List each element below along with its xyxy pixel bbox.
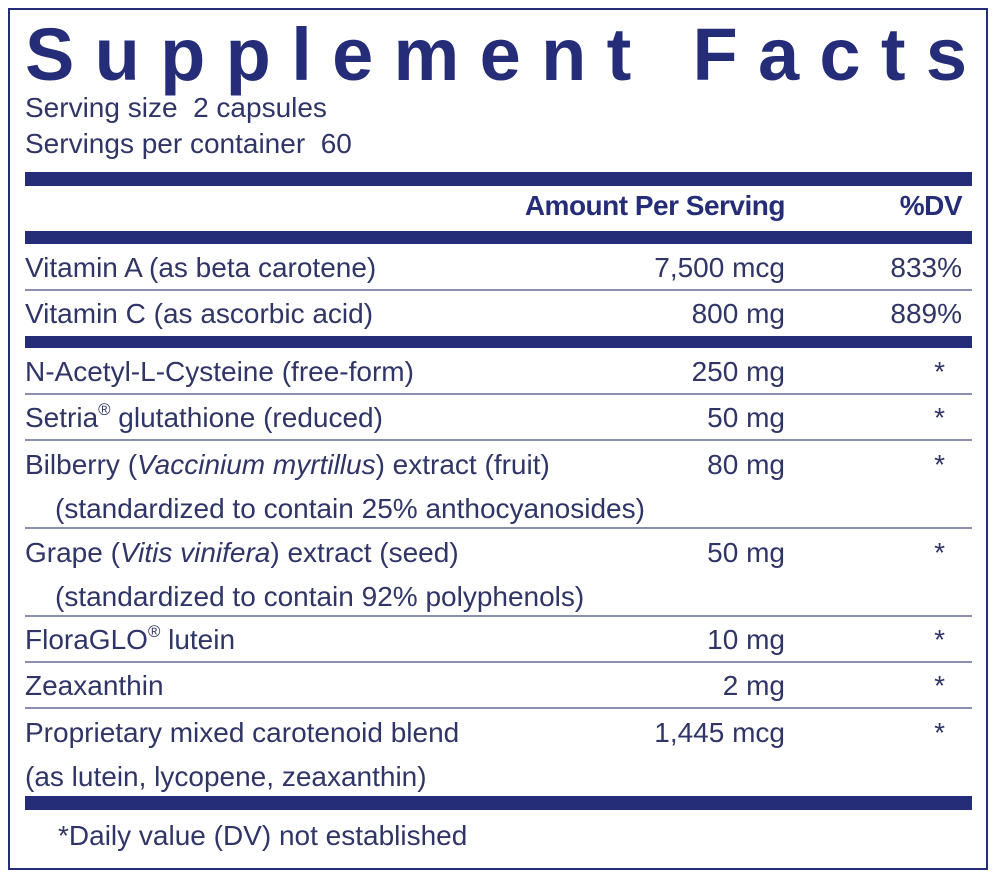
header-amount: Amount Per Serving [524, 190, 786, 221]
amount: 1,445 mcg [654, 717, 785, 748]
name-part: Grape ( [25, 537, 120, 568]
footnote: *Daily value (DV) not established [58, 820, 468, 851]
name-part: glutathione (reduced) [110, 402, 383, 433]
daily-value: * [934, 670, 945, 701]
nutrient-name: FloraGLO® lutein [25, 616, 235, 668]
thick-rule [25, 796, 972, 810]
name-part: Vitis vinifera [119, 537, 271, 568]
row-divider [25, 289, 972, 291]
amount: 250 mg [691, 356, 785, 387]
name-part: N-Acetyl-L-Cysteine (free-form) [25, 356, 414, 387]
name-part: Zeaxanthin [25, 670, 164, 701]
thick-rule [25, 231, 972, 244]
nutrient-name: N-Acetyl-L-Cysteine (free-form) [25, 348, 414, 396]
amount: 7,500 mcg [654, 252, 785, 283]
daily-value: 833% [890, 252, 962, 283]
name-part: ) extract (seed) [270, 537, 459, 568]
name-part: Setria [25, 402, 99, 433]
nutrient-name: Bilberry (Vaccinium myrtillus) extract (… [25, 441, 550, 489]
nutrient-note: (standardized to contain 25% anthocyanos… [55, 493, 645, 524]
nutrient-name: Grape (Vitis vinifera) extract (seed) [25, 529, 459, 577]
row-divider [25, 439, 972, 441]
name-part: Vitamin A (as beta carotene) [25, 252, 377, 283]
name-part: Proprietary mixed carotenoid blend [25, 717, 460, 748]
nutrient-note: (as lutein, lycopene, zeaxanthin) [25, 761, 427, 792]
amount: 50 mg [707, 537, 785, 568]
name-part: lutein [160, 624, 236, 655]
nutrient-name: Proprietary mixed carotenoid blend [25, 709, 459, 757]
daily-value: * [934, 356, 945, 387]
serving-size: Serving size 2 capsules [25, 92, 327, 123]
nutrient-name: Vitamin A (as beta carotene) [25, 244, 376, 292]
row-divider [25, 393, 972, 395]
nutrient-note: (standardized to contain 92% polyphenols… [55, 581, 585, 612]
name-part: Bilberry ( [25, 449, 138, 480]
row-divider [25, 707, 972, 709]
row-divider [25, 615, 972, 617]
amount: 80 mg [707, 449, 785, 480]
name-part: ® [147, 622, 161, 642]
name-part: FloraGLO [25, 624, 148, 655]
title: Supplement Facts [25, 13, 967, 96]
name-part: Vitamin C (as ascorbic acid) [25, 298, 374, 329]
amount: 10 mg [707, 624, 785, 655]
row-divider [25, 661, 972, 663]
name-part: Vaccinium myrtillus [137, 449, 376, 480]
nutrient-name: Setria® glutathione (reduced) [25, 394, 383, 446]
daily-value: * [934, 717, 945, 748]
nutrient-name: Vitamin C (as ascorbic acid) [25, 290, 373, 338]
daily-value: * [934, 624, 945, 655]
servings-per-container: Servings per container 60 [25, 128, 352, 159]
thick-rule [25, 336, 972, 348]
daily-value: * [934, 449, 945, 480]
row-divider [25, 527, 972, 529]
amount: 2 mg [722, 670, 785, 701]
daily-value: * [934, 402, 945, 433]
name-part: ® [98, 400, 111, 420]
header-dv: %DV [899, 190, 963, 221]
daily-value: * [934, 537, 945, 568]
nutrient-name: Zeaxanthin [25, 662, 164, 710]
label-frame [8, 8, 988, 870]
amount: 800 mg [691, 298, 785, 329]
name-part: ) extract (fruit) [375, 449, 550, 480]
daily-value: 889% [890, 298, 962, 329]
title-area: Supplement Facts [25, 13, 967, 96]
amount: 50 mg [707, 402, 785, 433]
thick-rule [25, 172, 972, 186]
